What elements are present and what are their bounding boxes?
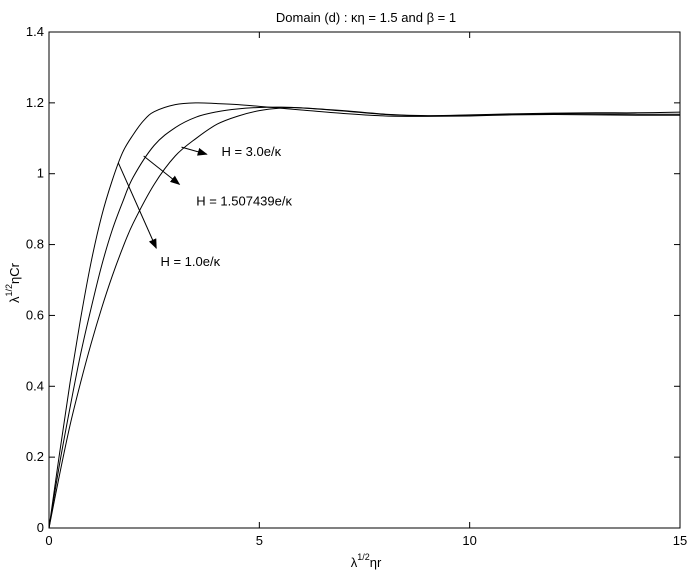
y-tick-label: 0: [37, 520, 44, 535]
series-line-0: [48, 102, 681, 529]
y-tick-label: 0.8: [26, 237, 44, 252]
annotation-arrow: [117, 162, 157, 250]
annotations: H = 3.0e/κ H = 1.507439e/κ H = 1.0e/κ: [117, 144, 293, 269]
series-line-2: [48, 107, 681, 529]
annotation-arrow: [181, 146, 208, 156]
annotation-label: H = 1.0e/κ: [160, 254, 220, 269]
chart-title: Domain (d) : κη = 1.5 and β = 1: [276, 10, 456, 25]
x-tick-label: 0: [45, 533, 52, 548]
x-tick-label: 10: [462, 533, 476, 548]
x-axis: 0 5 10 15: [45, 32, 687, 548]
annotation-label: H = 1.507439e/κ: [196, 194, 292, 209]
series-line-1: [48, 106, 681, 529]
y-axis-label: λ1/2ηCr: [4, 262, 22, 303]
x-tick-label: 5: [256, 533, 263, 548]
y-tick-label: 1.2: [26, 95, 44, 110]
y-tick-label: 0.6: [26, 307, 44, 322]
x-tick-label: 15: [673, 533, 687, 548]
y-tick-label: 0.4: [26, 378, 44, 393]
y-axis: 0 0.2 0.4 0.6 0.8 1 1.2 1.4: [26, 24, 680, 535]
annotation-arrow: [143, 155, 181, 185]
series-lines: [48, 102, 681, 529]
annotation-label: H = 3.0e/κ: [221, 144, 281, 159]
y-tick-label: 1.4: [26, 24, 44, 39]
x-axis-label: λ1/2ηr: [351, 552, 382, 570]
y-tick-label: 1: [37, 166, 44, 181]
y-tick-label: 0.2: [26, 449, 44, 464]
plot-frame: [48, 31, 681, 529]
